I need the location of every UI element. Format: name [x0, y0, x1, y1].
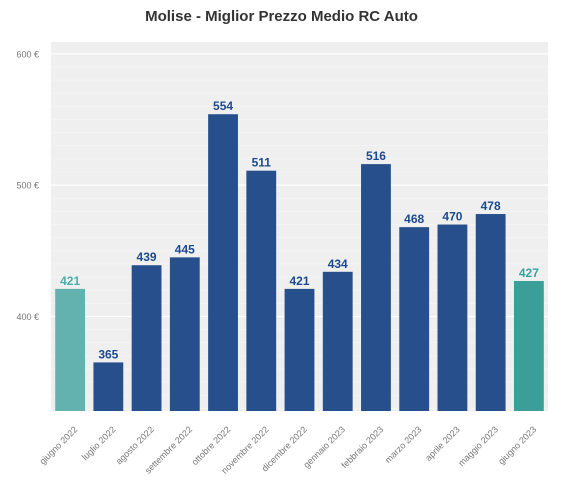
bar: [361, 164, 391, 411]
x-tick-label: agosto 2022: [114, 424, 156, 466]
bar-value-label: 439: [137, 250, 157, 264]
bar: [437, 224, 468, 411]
bar-value-label: 470: [442, 210, 462, 224]
bar: [513, 280, 544, 411]
chart-title: Molise - Miglior Prezzo Medio RC Auto: [145, 8, 418, 25]
x-tick-label: aprile 2023: [423, 424, 462, 463]
bar: [169, 257, 200, 411]
bar: [246, 170, 277, 411]
bar-value-label: 516: [366, 149, 386, 163]
bar-value-label: 554: [213, 99, 233, 113]
bar: [284, 288, 315, 411]
x-tick-label: luglio 2022: [80, 424, 118, 462]
x-tick-label: maggio 2023: [456, 424, 500, 468]
y-tick-label: 400 €: [16, 312, 39, 322]
bar-value-label: 511: [252, 156, 272, 170]
bar: [475, 214, 506, 411]
bar-value-label: 421: [60, 274, 80, 288]
bar: [322, 271, 353, 411]
bar-value-label: 478: [481, 199, 501, 213]
bar-value-label: 421: [289, 274, 309, 288]
bar: [208, 114, 238, 412]
bar: [399, 227, 430, 411]
bar-value-label: 365: [98, 347, 118, 361]
x-tick-label: marzo 2023: [383, 424, 424, 465]
bar-value-label: 427: [519, 266, 539, 280]
y-tick-label: 600 €: [16, 49, 39, 59]
bar-value-label: 445: [175, 242, 195, 256]
bar: [131, 265, 162, 411]
bar-value-label: 468: [404, 212, 424, 226]
bar: [93, 362, 124, 411]
x-tick-label: giugno 2023: [496, 424, 538, 466]
bar: [55, 288, 86, 411]
x-tick-label: giugno 2022: [37, 424, 79, 466]
bar-value-label: 434: [328, 257, 348, 271]
y-tick-label: 500 €: [16, 181, 39, 191]
